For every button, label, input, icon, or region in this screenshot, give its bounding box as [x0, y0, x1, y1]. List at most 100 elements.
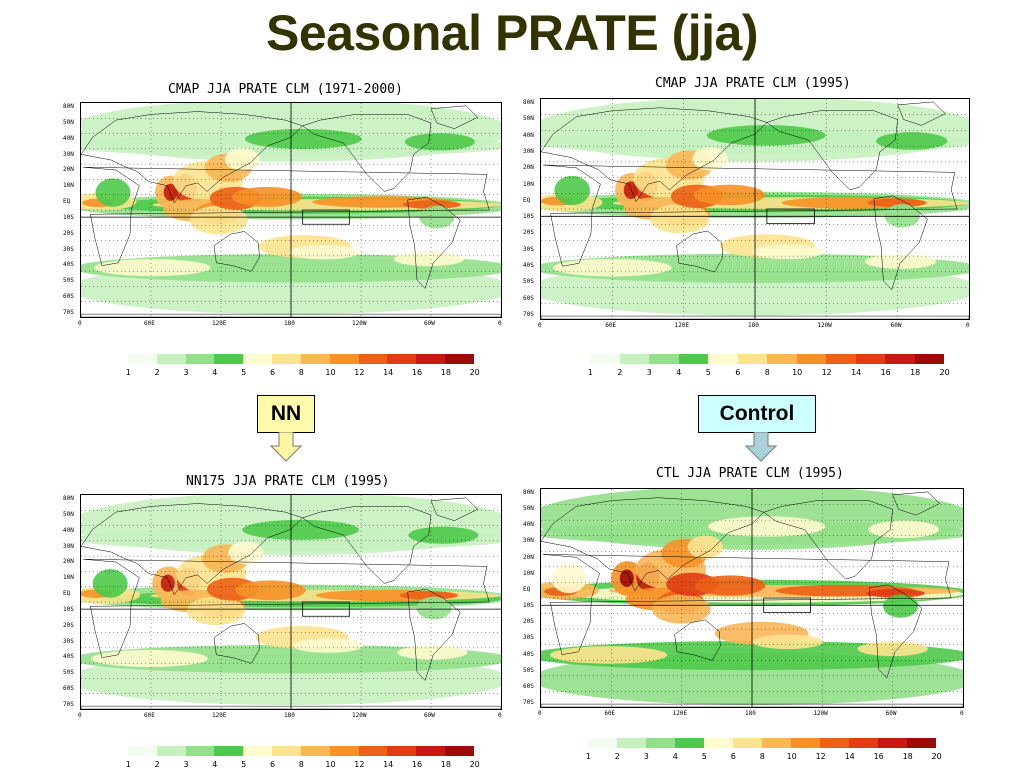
colorbar-swatch: [588, 738, 617, 748]
colorbar-swatch: [646, 738, 675, 748]
coastlines: [81, 498, 501, 709]
colorbar-label: 2: [154, 368, 160, 377]
lat-tick-label: 20S: [523, 229, 534, 237]
lat-tick-label: 50S: [523, 278, 534, 286]
coastlines: [81, 106, 501, 317]
colorbar-swatch: [387, 354, 417, 364]
colorbar-label: 6: [269, 368, 276, 377]
lon-tick-label: 180: [284, 320, 295, 327]
colorbar-label: 12: [815, 752, 826, 761]
precip-map: [540, 488, 964, 708]
colorbar-swatch: [185, 746, 215, 756]
control-arrow-icon: [745, 432, 777, 462]
lon-tick-label: 120E: [212, 712, 227, 719]
colorbar-label: 10: [325, 760, 336, 769]
colorbar: [588, 738, 936, 748]
colorbar-swatch: [272, 746, 301, 756]
precip-contour: [402, 200, 461, 209]
precip-contour: [692, 147, 729, 171]
colorbar-swatch: [300, 354, 330, 364]
lon-tick-label: 180: [748, 322, 759, 329]
colorbar-swatch: [737, 354, 767, 364]
coastlines: [541, 492, 963, 707]
lon-tick-label: 180: [284, 712, 295, 719]
lat-tick-label: 10N: [523, 569, 534, 577]
map-panel-nn175: NN175 JJA PRATE CLM (1995) 80N 50N 40N 30N 2…: [60, 470, 510, 769]
lon-tick-label: 0: [78, 320, 82, 327]
lon-tick-label: 60W: [885, 710, 897, 717]
precip-field: [541, 489, 963, 705]
lon-tick-label: 0: [960, 710, 964, 717]
lon-tick-label: 60W: [890, 322, 902, 329]
precip-contour: [623, 181, 639, 200]
precip-contour: [245, 128, 362, 149]
colorbar-label: 14: [844, 752, 855, 761]
precip-contour: [752, 244, 824, 260]
colorbar-swatch: [733, 738, 762, 748]
precip-contour: [95, 178, 131, 207]
precip-field: [81, 103, 501, 315]
precip-contour: [883, 594, 919, 618]
precip-contour: [866, 588, 925, 598]
lon-tick-label: 0: [498, 712, 502, 719]
colorbar-swatch: [243, 746, 273, 756]
colorbar-swatch: [156, 354, 186, 364]
lat-tick-label: EQ: [63, 590, 71, 598]
colorbar-label: 20: [469, 368, 480, 377]
precip-contour: [293, 638, 364, 653]
lon-tick-label: 0: [498, 320, 502, 327]
lat-tick-label: EQ: [63, 198, 71, 206]
precip-contour: [694, 575, 766, 596]
lat-tick-label: 60S: [63, 685, 74, 693]
lon-tick-label: 120W: [352, 712, 367, 719]
lat-tick-label: 30N: [63, 542, 74, 550]
lat-tick-label: 70S: [63, 309, 74, 316]
map-panel-cmap-1995: CMAP JJA PRATE CLM (1995) 80N 50N 40N 30N 20…: [520, 72, 970, 378]
colorbar-label: 14: [851, 368, 862, 377]
colorbar-swatch: [416, 354, 446, 364]
nn-arrow-icon: [270, 432, 302, 462]
colorbar-swatch: [796, 354, 826, 364]
colorbar-label: 10: [786, 752, 797, 761]
colorbar-label: 20: [931, 752, 942, 761]
lon-tick-label: 0: [78, 712, 82, 719]
colorbar-label: 10: [792, 368, 803, 377]
precip-contour: [228, 541, 264, 565]
colorbar-swatch: [300, 746, 330, 756]
lon-tick-label: 0: [538, 710, 542, 717]
map-title: NN175 JJA PRATE CLM (1995): [186, 474, 390, 489]
lat-tick-label: 40N: [63, 526, 74, 534]
precip-contour: [404, 133, 475, 151]
lat-tick-label: 20S: [523, 618, 534, 626]
colorbar-label: 12: [354, 368, 365, 377]
colorbar: [128, 354, 474, 364]
map-panel-ctl: CTL JJA PRATE CLM (1995) 80N 50N 40N 30N 20N…: [520, 462, 970, 768]
lat-tick-label: 70S: [63, 701, 74, 708]
precip-contour: [189, 205, 248, 235]
colorbar-label: 3: [183, 368, 189, 377]
colorbar-label: 3: [643, 752, 649, 761]
lat-tick-label: 50N: [523, 505, 534, 513]
colorbar-label: 4: [676, 368, 682, 377]
precip-contour: [92, 569, 128, 598]
lat-tick-label: 50N: [63, 118, 74, 126]
colorbar-label: 4: [212, 368, 218, 377]
precip-contour: [186, 596, 246, 626]
colorbar-label: 16: [880, 368, 891, 377]
colorbar-label: 3: [183, 760, 189, 769]
precip-field: [81, 495, 501, 705]
lon-tick-label: 0: [966, 322, 970, 329]
colorbar-swatch: [826, 354, 856, 364]
colorbar-label: 14: [383, 760, 394, 769]
colorbar-swatch: [128, 354, 157, 364]
colorbar-label: 8: [298, 760, 304, 769]
colorbar-swatch: [649, 354, 679, 364]
lat-tick-label: 20N: [63, 558, 74, 566]
precip-contour: [707, 516, 826, 537]
colorbar-swatch: [358, 354, 388, 364]
precip-map: [540, 98, 970, 320]
colorbar-swatch: [617, 738, 646, 748]
colorbar-swatch: [445, 746, 474, 756]
lat-tick-label: 20N: [63, 166, 74, 174]
nn-label: NN: [257, 395, 315, 433]
